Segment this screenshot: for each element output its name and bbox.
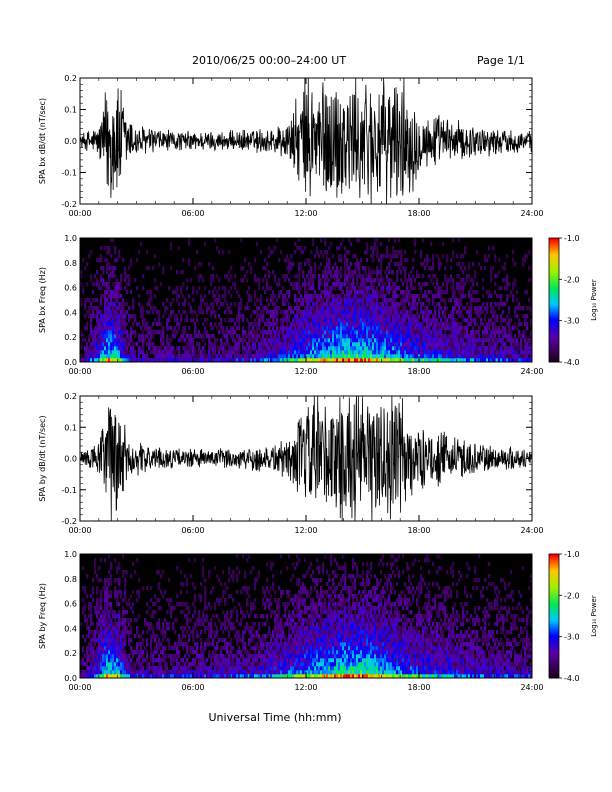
x-tick-label: 06:00 (181, 526, 204, 535)
colorbar-frame (548, 553, 560, 679)
colorbar-tick-label: -1.0 (564, 234, 580, 243)
y-tick-label: 0.6 (64, 600, 77, 609)
colorbar: -1.0 -2.0 -3.0 -4.0 Log₁₀ Power (548, 550, 598, 683)
y-tick-label: 0.0 (64, 358, 77, 367)
colorbar: -1.0 -2.0 -3.0 -4.0 Log₁₀ Power (548, 234, 598, 367)
y-tick-label: 1.0 (64, 550, 77, 559)
y-tick-label: 0.6 (64, 284, 77, 293)
y-tick-label: 0.2 (64, 333, 77, 342)
x-tick-label: 18:00 (407, 209, 430, 218)
panel-2: 1.0 0.8 0.6 0.4 0.2 0.000:00 06:00 12:00 18:00 24… (38, 234, 598, 376)
y-tick-label: -0.1 (61, 169, 77, 178)
y-axis-label: SPA bx Freq (Hz) (38, 267, 47, 333)
colorbar-tick-label: -1.0 (564, 550, 580, 559)
page-indicator: Page 1/1 (477, 54, 525, 67)
panel-1: 0.2 0.1 0.0 -0.1 -0.200:00 06:00 12:00 18:00 24:… (38, 74, 544, 218)
waveform-line (80, 78, 532, 204)
y-tick-label: 0.2 (64, 649, 77, 658)
panel-4: 1.0 0.8 0.6 0.4 0.2 0.000:00 06:00 12:00 18:00 24… (38, 550, 598, 692)
x-tick-label: 12:00 (294, 683, 317, 692)
colorbar-tick-label: -2.0 (564, 275, 580, 284)
spectrogram-cells (80, 554, 533, 679)
plot-title: 2010/06/25 00:00–24:00 UT (192, 54, 347, 67)
x-tick-label: 12:00 (294, 367, 317, 376)
y-tick-label: 0.4 (64, 308, 77, 317)
colorbar-label: Log₁₀ Power (590, 595, 598, 637)
x-tick-label: 24:00 (520, 367, 543, 376)
x-tick-label: 12:00 (294, 209, 317, 218)
x-tick-label: 24:00 (520, 526, 543, 535)
y-tick-label: 0.2 (64, 392, 77, 401)
y-axis-label: SPA by dB/dt (nT/sec) (38, 415, 47, 501)
y-tick-label: 0.2 (64, 74, 77, 83)
colorbar-tick-label: -3.0 (564, 633, 580, 642)
y-tick-label: 0.1 (64, 423, 77, 432)
waveform-line (80, 396, 532, 521)
y-axis-label: SPA bx dB/dt (nT/sec) (38, 98, 47, 184)
y-tick-label: -0.2 (61, 517, 77, 526)
y-tick-label: 0.0 (64, 674, 77, 683)
colorbar-tick-label: -4.0 (564, 358, 580, 367)
y-tick-label: 0.1 (64, 106, 77, 115)
y-tick-label: -0.2 (61, 200, 77, 209)
colorbar-frame (548, 237, 560, 363)
x-tick-label: 00:00 (68, 683, 91, 692)
x-axis-label: Universal Time (hh:mm) (209, 711, 342, 724)
x-tick-label: 06:00 (181, 209, 204, 218)
y-tick-label: 0.0 (64, 137, 77, 146)
x-tick-label: 18:00 (407, 526, 430, 535)
y-tick-label: 0.8 (64, 259, 77, 268)
x-tick-label: 00:00 (68, 526, 91, 535)
panel-3: 0.2 0.1 0.0 -0.1 -0.200:00 06:00 12:00 18:00 24:… (38, 392, 544, 535)
colorbar-label: Log₁₀ Power (590, 279, 598, 321)
x-tick-label: 00:00 (68, 209, 91, 218)
x-tick-label: 12:00 (294, 526, 317, 535)
y-axis-label: SPA by Freq (Hz) (38, 583, 47, 649)
x-tick-label: 06:00 (181, 683, 204, 692)
colorbar-tick-label: -2.0 (564, 591, 580, 600)
y-tick-label: 0.8 (64, 575, 77, 584)
y-tick-label: 0.4 (64, 624, 77, 633)
y-tick-label: 1.0 (64, 234, 77, 243)
y-tick-label: 0.0 (64, 455, 77, 464)
x-tick-label: 24:00 (520, 209, 543, 218)
spectrogram-cells (80, 238, 533, 363)
x-tick-label: 18:00 (407, 367, 430, 376)
x-tick-label: 06:00 (181, 367, 204, 376)
x-tick-label: 24:00 (520, 683, 543, 692)
y-tick-label: -0.1 (61, 486, 77, 495)
colorbar-tick-label: -3.0 (564, 317, 580, 326)
x-tick-label: 00:00 (68, 367, 91, 376)
colorbar-tick-label: -4.0 (564, 674, 580, 683)
x-tick-label: 18:00 (407, 683, 430, 692)
